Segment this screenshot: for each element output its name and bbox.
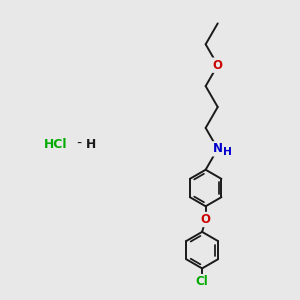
Text: N: N: [213, 142, 223, 155]
Text: Cl: Cl: [196, 275, 208, 288]
Text: H: H: [223, 147, 232, 157]
Text: O: O: [213, 59, 223, 72]
Text: HCl: HCl: [44, 138, 68, 151]
Text: O: O: [201, 213, 211, 226]
Text: -: -: [77, 137, 82, 151]
Text: H: H: [86, 138, 96, 151]
